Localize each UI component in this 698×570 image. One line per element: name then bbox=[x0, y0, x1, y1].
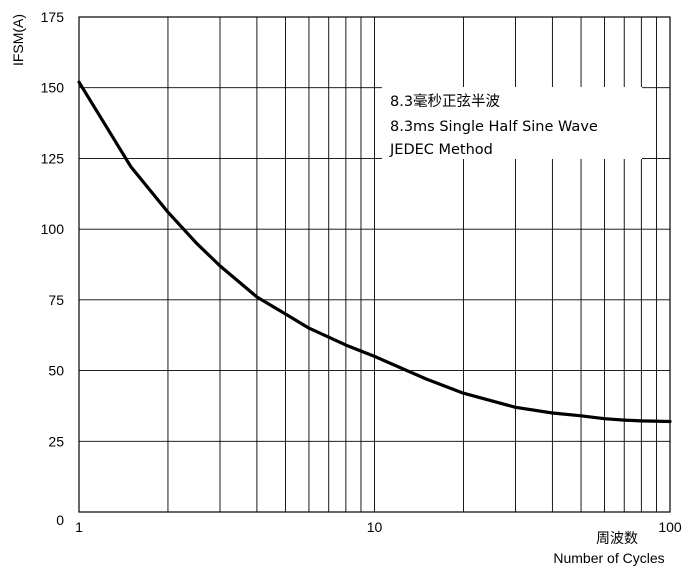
y-tick-label-7: 175 bbox=[41, 9, 65, 25]
y-tick-label-3: 75 bbox=[48, 292, 64, 308]
annotation-line-3: JEDEC Method bbox=[389, 142, 493, 158]
plot-frame bbox=[78, 16, 671, 513]
series-group bbox=[77, 80, 672, 424]
annotation-line-2: 8.3ms Single Half Sine Wave bbox=[390, 119, 598, 135]
y-tick-label-1: 25 bbox=[48, 433, 64, 449]
y-tick-label-2: 50 bbox=[48, 363, 64, 379]
y-tick-label-6: 150 bbox=[41, 80, 65, 96]
x-axis-label: Number of Cycles bbox=[553, 550, 664, 566]
series-line-0 bbox=[77, 80, 672, 424]
annotation-line-1: 8.3毫秒正弦半波 bbox=[390, 92, 501, 110]
y-tick-labels: 0 25 50 75 100 125 150 175 bbox=[41, 9, 65, 528]
y-axis-label: IFSM(A) bbox=[10, 14, 26, 66]
x-tick-label-0: 1 bbox=[75, 519, 83, 535]
annotation-box: 8.3毫秒正弦半波 8.3ms Single Half Sine Wave JE… bbox=[382, 87, 642, 159]
grid-lines bbox=[79, 17, 670, 512]
x-tick-label-1: 10 bbox=[367, 519, 383, 535]
x-tick-labels: 1 10 100 bbox=[75, 519, 682, 535]
y-tick-label-5: 125 bbox=[41, 150, 65, 166]
y-tick-label-4: 100 bbox=[41, 221, 65, 237]
y-tick-label-0: 0 bbox=[56, 512, 64, 528]
annotation-background bbox=[382, 87, 642, 159]
x-axis-label-chinese: 周波数 bbox=[596, 530, 638, 546]
x-tick-label-2: 100 bbox=[658, 519, 682, 535]
